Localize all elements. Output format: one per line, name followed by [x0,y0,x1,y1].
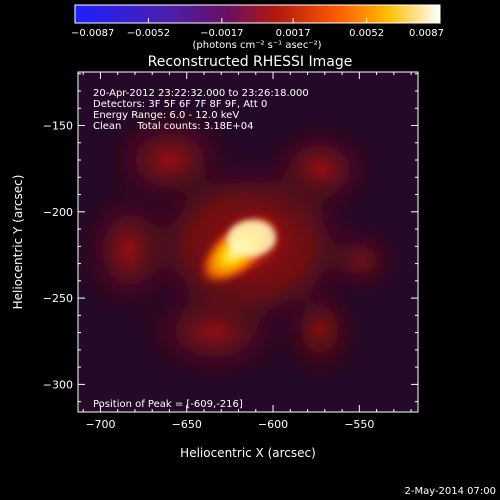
x-axis: −700 −650 −600 −550 [82,72,412,431]
annotation-line-energy: Energy Range: 6.0 - 12.0 keV [93,110,239,121]
colorbar-tick-label: 0.0087 [409,28,444,39]
y-tick-label: −300 [43,378,73,391]
plot-frame [77,71,419,413]
y-axis: −150 −200 −250 −300 [43,73,418,403]
colorbar-tick-label: −0.0052 [127,28,170,39]
x-tick-label: −550 [344,418,374,431]
chart-title: Reconstructed RHESSI Image [148,54,353,70]
heatmap-image [78,72,418,412]
colorbar-tick-label: 0.0017 [276,28,311,39]
colorbar-tick-label: −0.0017 [200,28,243,39]
y-tick-label: −250 [43,292,73,305]
peak-position-label: Position of Peak = [-609,-216] [93,399,243,410]
annotation-block: 20-Apr-2012 23:22:32.000 to 23:26:18.000… [93,88,309,132]
annotation-line-time: 20-Apr-2012 23:22:32.000 to 23:26:18.000 [93,88,309,99]
timestamp: 2-May-2014 07:00 [404,486,496,497]
y-axis-label: Heliocentric Y (arcsec) [11,175,25,310]
x-tick-label: −650 [172,418,202,431]
colorbar-tick-label: 0.0052 [349,28,384,39]
colorbar [74,4,441,24]
annotation-line-detectors: Detectors: 3F 5F 6F 7F 8F 9F, Att 0 [93,99,267,110]
y-tick-label: −200 [43,206,73,219]
annotation-line-counts: Clean Total counts: 3.18E+04 [93,121,253,132]
colorbar-unit-label: (photons cm⁻² s⁻¹ asec⁻²) [192,40,321,51]
colorbar-ticks: −0.0087 −0.0052 −0.0017 0.0017 0.0052 0.0087 [71,18,444,39]
x-axis-label: Heliocentric X (arcsec) [180,446,316,460]
x-tick-label: −700 [85,418,115,431]
y-tick-label: −150 [43,120,73,133]
x-tick-label: −600 [258,418,288,431]
colorbar-tick-label: −0.0087 [71,28,114,39]
